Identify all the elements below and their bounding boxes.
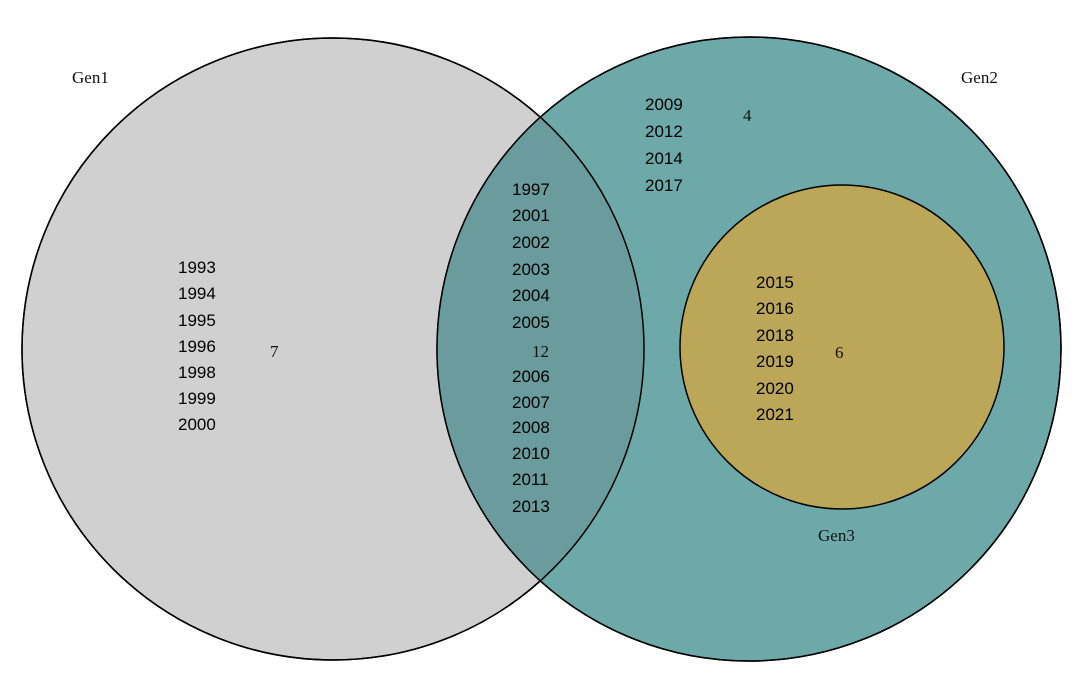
gen2-only-year: 2009 — [645, 95, 683, 114]
gen3-year: 2021 — [756, 405, 794, 424]
gen3-year: 2015 — [756, 273, 794, 292]
gen3-circle — [679, 184, 1005, 510]
gen3-year: 2020 — [756, 379, 794, 398]
overlap-year: 2006 — [512, 367, 550, 386]
gen2-outline — [436, 36, 1062, 662]
overlap-year: 2003 — [512, 260, 550, 279]
gen1-label: Gen1 — [72, 68, 109, 87]
gen1-only-year: 1995 — [178, 311, 216, 330]
gen1-only-year: 2000 — [178, 415, 216, 434]
gen2-only-year: 2012 — [645, 122, 683, 141]
gen3-count: 6 — [835, 343, 844, 362]
overlap-year: 2002 — [512, 233, 550, 252]
gen1-only-year: 1999 — [178, 389, 216, 408]
gen3-label: Gen3 — [818, 526, 855, 545]
overlap-year: 2008 — [512, 418, 550, 437]
gen1-only-year: 1996 — [178, 337, 216, 356]
gen3-year: 2016 — [756, 299, 794, 318]
overlap-year: 2001 — [512, 206, 550, 225]
gen1-only-year: 1998 — [178, 363, 216, 382]
overlap-year: 1997 — [512, 180, 550, 199]
gen1-only-count: 7 — [270, 342, 279, 361]
gen1-gen2-count: 12 — [532, 342, 549, 361]
overlap-year: 2011 — [512, 470, 549, 489]
overlap-year: 2005 — [512, 313, 550, 332]
gen2-label: Gen2 — [961, 68, 998, 87]
overlap-year: 2010 — [512, 444, 550, 463]
overlap-year: 2013 — [512, 497, 550, 516]
gen2-only-year: 2017 — [645, 176, 683, 195]
gen3-year: 2019 — [756, 352, 794, 371]
overlap-year: 2004 — [512, 286, 550, 305]
overlap-year: 2007 — [512, 393, 550, 412]
gen1-outline — [21, 37, 645, 661]
gen1-only-year: 1993 — [178, 258, 216, 277]
gen2-only-count: 4 — [743, 106, 752, 125]
gen3-year: 2018 — [756, 326, 794, 345]
gen1-only-year: 1994 — [178, 284, 216, 303]
gen1-gen2-overlap — [437, 38, 644, 660]
gen2-only-year: 2014 — [645, 149, 683, 168]
